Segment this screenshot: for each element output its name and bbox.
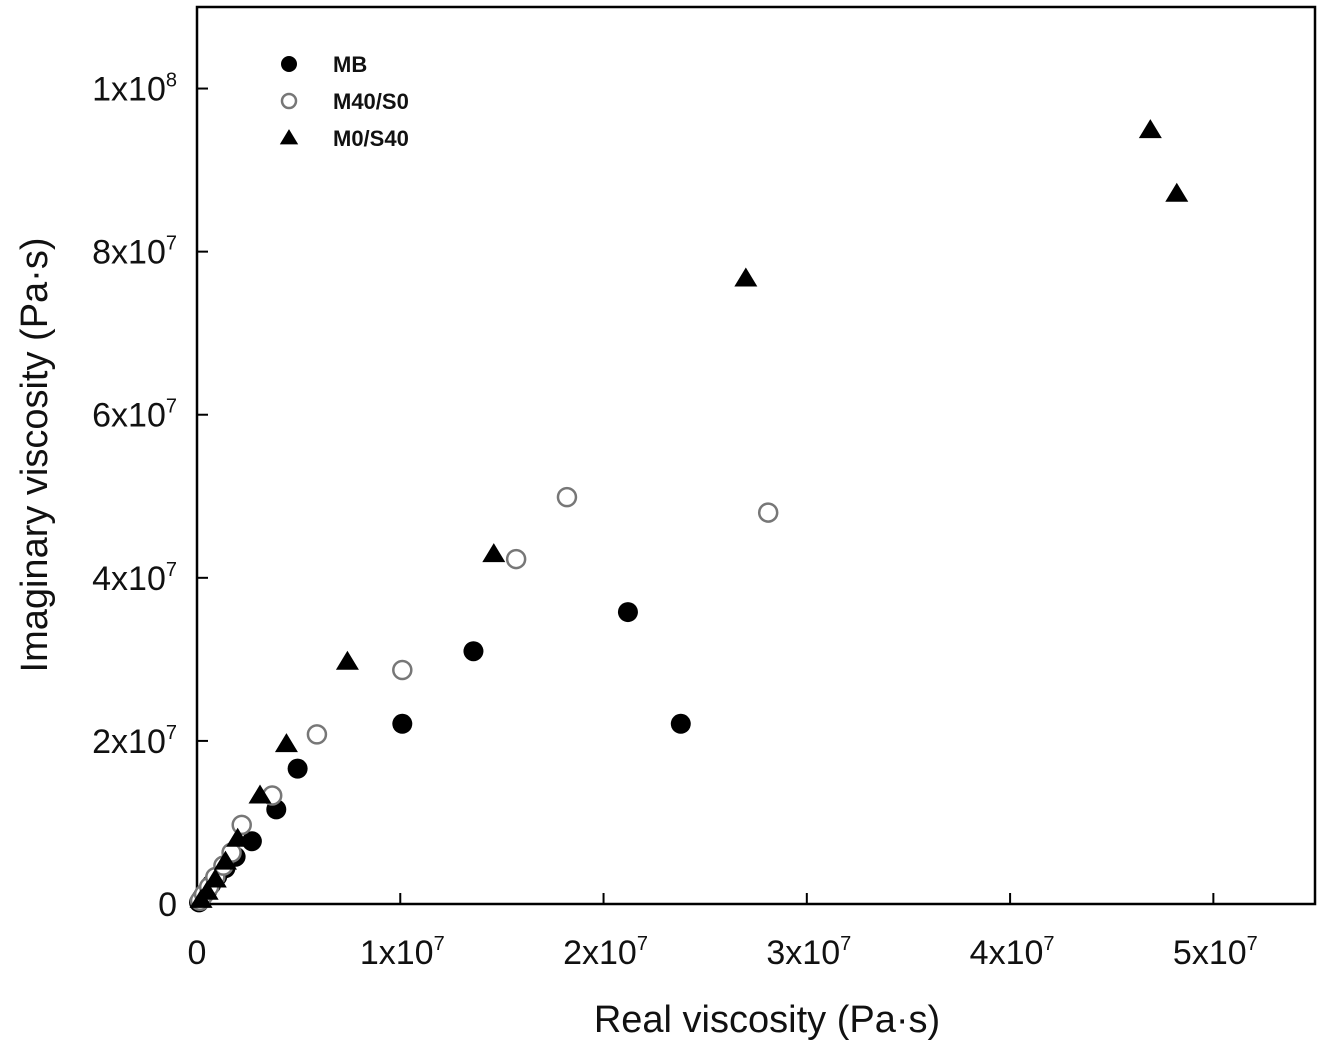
x-axis-ticks: 0 1x107 2x107 3x107 4x107 5x107 (188, 893, 1258, 972)
legend-label: MB (333, 52, 367, 77)
series-0 (189, 602, 691, 913)
y-tick-label: 4x107 (92, 559, 177, 598)
y-tick-label: 2x107 (92, 722, 177, 761)
y-axis-ticks: 0 2x107 4x107 6x107 8x107 1x108 (92, 70, 208, 924)
data-point (248, 784, 272, 804)
legend-marker (280, 92, 298, 110)
x-tick-label: 3x107 (766, 933, 851, 972)
data-points (189, 119, 1189, 913)
legend-marker (279, 129, 299, 145)
legend-label: M0/S40 (333, 126, 409, 151)
data-point (392, 659, 413, 681)
data-point (1138, 119, 1162, 139)
data-point (482, 543, 506, 563)
data-point (306, 724, 328, 745)
x-tick-label: 0 (188, 934, 207, 972)
data-point (556, 486, 578, 508)
x-axis-title: Real viscosity (Pa·s) (594, 999, 940, 1041)
data-point (226, 827, 250, 847)
x-tick-label: 1x107 (360, 933, 445, 972)
x-tick-label: 4x107 (970, 933, 1055, 972)
y-tick-label: 0 (158, 886, 177, 924)
data-point (392, 713, 413, 734)
y-tick-label: 6x107 (92, 396, 177, 435)
data-point (203, 868, 227, 888)
data-point (670, 713, 691, 734)
y-tick-label: 1x108 (92, 70, 177, 109)
legend-label: M40/S0 (333, 89, 409, 114)
data-point (1165, 182, 1189, 202)
data-point (335, 650, 359, 670)
legend: MB M40/S0 M0/S40 (279, 52, 409, 151)
data-point (463, 641, 484, 662)
data-point (505, 548, 527, 570)
legend-marker (281, 56, 297, 72)
data-point (287, 758, 308, 779)
series-1 (189, 486, 779, 911)
data-point (617, 602, 638, 623)
x-tick-label: 2x107 (563, 933, 648, 972)
data-point (195, 880, 219, 900)
x-tick-label: 5x107 (1173, 933, 1258, 972)
data-point (274, 733, 298, 753)
plot-frame (195, 5, 1317, 906)
y-tick-label: 8x107 (92, 233, 177, 272)
data-point (734, 267, 758, 287)
y-axis-title: Imaginary viscosity (Pa·s) (14, 238, 56, 673)
data-point (231, 814, 252, 836)
data-point (757, 502, 779, 523)
data-point (213, 850, 237, 870)
series-2 (189, 119, 1189, 908)
